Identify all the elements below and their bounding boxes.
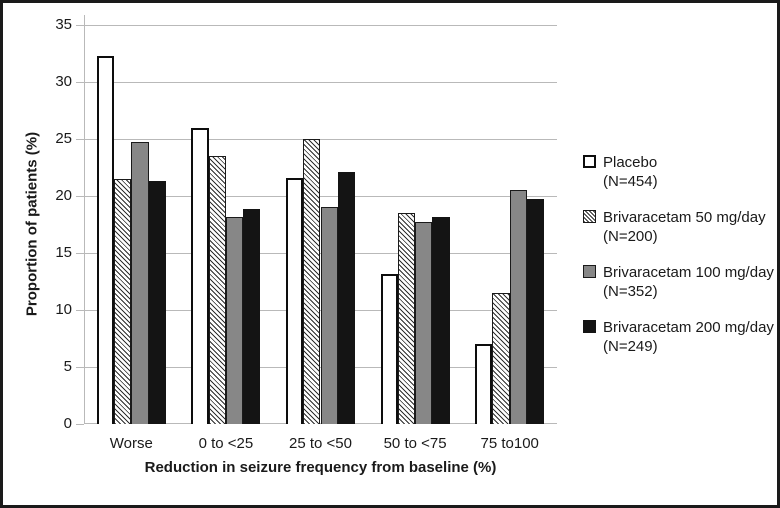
legend-swatch-hatch-icon (583, 210, 596, 223)
bar (285, 177, 304, 424)
bar (492, 292, 510, 424)
y-tick-label: 10 (55, 301, 72, 318)
legend-swatch-white-icon (583, 155, 596, 168)
y-axis-line (84, 15, 85, 424)
bar (225, 216, 244, 424)
y-tick-label: 15 (55, 244, 72, 261)
bar (415, 222, 433, 424)
legend-series-n: (N=352) (603, 283, 658, 300)
legend-item: Brivaracetam 50 mg/day (N=200) (583, 208, 777, 246)
bar (96, 55, 114, 424)
bar (380, 273, 398, 424)
x-axis-title: Reduction in seizure frequency from base… (144, 459, 497, 476)
y-tick-label: 0 (63, 415, 72, 432)
category-label: 0 to <25 (198, 435, 254, 452)
gridline (84, 196, 557, 197)
category-label: 25 to <50 (288, 435, 352, 452)
plot-area: 0 5 10 15 20 25 30 35 Worse 0 to <25 25 to <50 50 t… (55, 15, 557, 452)
bar (475, 344, 493, 424)
legend-item: Brivaracetam 100 mg/day (N=352) (583, 263, 777, 301)
legend: Placebo (N=454) Brivaracetam 50 mg/day (N=2… (583, 153, 777, 373)
legend-item: Placebo (N=454) (583, 153, 777, 191)
y-tick-label: 35 (55, 16, 72, 33)
y-tick (76, 139, 84, 140)
y-tick (76, 196, 84, 197)
bar (432, 216, 450, 424)
y-tick (76, 253, 84, 254)
y-tick (76, 25, 84, 26)
bar (208, 156, 226, 424)
legend-series-n: (N=249) (603, 338, 658, 355)
gridline (84, 82, 557, 83)
legend-series-n: (N=200) (603, 228, 658, 245)
bar (397, 213, 416, 424)
category-label: 50 to <75 (383, 435, 447, 452)
y-tick-label: 25 (55, 130, 72, 147)
gridline (84, 25, 557, 26)
bar (243, 208, 261, 424)
y-tick (76, 424, 84, 425)
bar (191, 127, 209, 424)
y-tick (76, 82, 84, 83)
legend-series-n: (N=454) (603, 173, 658, 190)
category-label: 75 to100 (480, 435, 539, 452)
legend-swatch-black-icon (583, 320, 596, 333)
legend-series-name: Placebo (603, 154, 658, 171)
legend-swatch-gray-icon (583, 265, 596, 278)
y-tick-label: 5 (63, 358, 72, 375)
legend-series-name: Brivaracetam 200 mg/day (603, 319, 774, 336)
legend-series-name: Brivaracetam 50 mg/day (603, 209, 766, 226)
bar (148, 181, 166, 424)
y-tick (76, 310, 84, 311)
bar (527, 199, 545, 424)
bar (320, 207, 338, 424)
bar (337, 172, 356, 424)
bar (131, 142, 149, 424)
gridline (84, 139, 557, 140)
legend-series-name: Brivaracetam 100 mg/day (603, 264, 774, 281)
bar (509, 190, 527, 424)
y-tick (76, 367, 84, 368)
y-tick-label: 30 (55, 73, 72, 90)
bar (303, 139, 321, 424)
y-tick-label: 20 (55, 187, 72, 204)
category-label: Worse (109, 435, 153, 452)
legend-item: Brivaracetam 200 mg/day (N=249) (583, 318, 777, 356)
bar (114, 178, 132, 424)
